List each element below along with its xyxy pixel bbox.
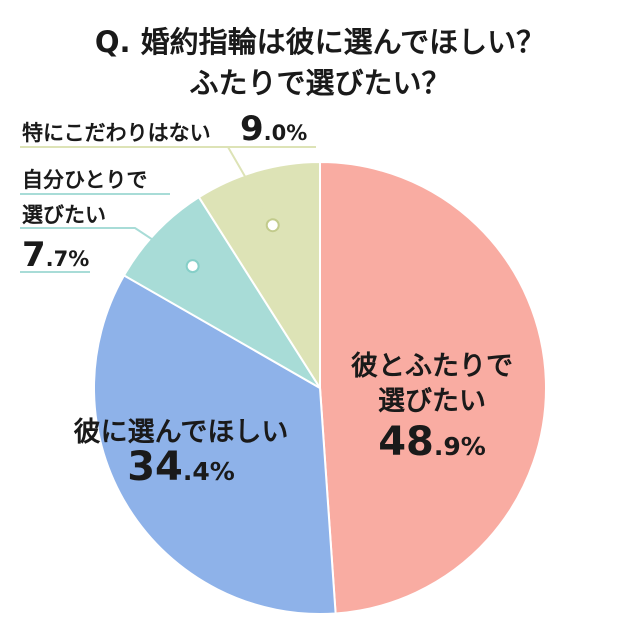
slice-value-int-2: 7 <box>22 235 46 275</box>
slice-value-dec-2: .7% <box>46 247 90 271</box>
slice-label-1-line-0: 彼に選んでほしい <box>74 417 289 448</box>
slice-value-0: 48.9% <box>378 419 486 465</box>
chart-title: Q. 婚約指輪は彼に選んでほしい？ ふたりで選びたい？ <box>95 25 545 100</box>
slice-value-3: 9.0% <box>240 109 307 149</box>
pie-slice-3 <box>197 160 321 392</box>
slice-label-0-line-0: 彼とふたりで <box>351 351 513 382</box>
slice-value-dec-3: .0% <box>264 121 308 145</box>
slice-label-2-line-1: 選びたい <box>22 203 106 227</box>
slice-value-int-1: 34 <box>127 444 183 490</box>
slice-label-2-line-0: 自分ひとりで <box>22 168 147 192</box>
slice-value-dec-1: .4% <box>183 457 235 486</box>
leader-dot-3 <box>265 218 280 233</box>
pie-slice-0 <box>319 160 547 615</box>
slice-value-dec-0: .9% <box>434 432 486 461</box>
slice-value-1: 34.4% <box>127 444 235 490</box>
pie-slice-2 <box>122 195 321 389</box>
leader-dot-2 <box>185 259 200 274</box>
slice-value-int-0: 48 <box>378 419 434 465</box>
slice-label-0-line-1: 選びたい <box>378 386 486 417</box>
chart-title-line-2: ふたりで選びたい？ <box>189 66 450 100</box>
pie-slices <box>93 160 547 615</box>
leader-line-2 <box>20 227 188 263</box>
slice-labels: 彼とふたりで選びたい48.9%彼に選んでほしい34.4%自分ひとりで選びたい7.… <box>22 109 513 490</box>
leader-lines <box>20 146 316 274</box>
pie-slice-1 <box>93 274 337 615</box>
slice-value-2: 7.7% <box>22 235 89 275</box>
chart-title-line-1: Q. 婚約指輪は彼に選んでほしい？ <box>95 25 545 59</box>
slice-value-int-3: 9 <box>240 109 264 149</box>
slice-label-3-line-0: 特にこだわりはない <box>22 121 211 145</box>
